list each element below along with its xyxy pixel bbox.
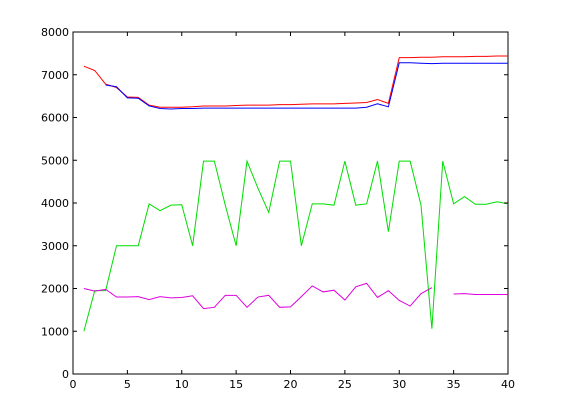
y-tick-label: 7000 xyxy=(41,69,69,82)
ticks-group xyxy=(72,31,509,375)
y-tick-label: 1000 xyxy=(41,325,69,338)
x-tick-label: 25 xyxy=(338,378,352,391)
y-tick-label: 8000 xyxy=(41,26,69,39)
y-tick-label: 2000 xyxy=(41,283,69,296)
x-tick-label: 40 xyxy=(501,378,515,391)
series-line-2 xyxy=(105,62,508,110)
x-tick-label: 35 xyxy=(447,378,461,391)
series-line-3 xyxy=(83,159,509,332)
plot-frame xyxy=(72,31,509,375)
y-tick-label: 5000 xyxy=(41,154,69,167)
x-tick-label: 5 xyxy=(124,378,131,391)
x-tick-label: 30 xyxy=(392,378,406,391)
x-tick-label: 0 xyxy=(70,378,77,391)
series-line-4 xyxy=(83,282,508,310)
y-tick-label: 6000 xyxy=(41,112,69,125)
series-group xyxy=(83,55,509,332)
plot-area-border xyxy=(72,31,509,375)
y-tick-label: 3000 xyxy=(41,240,69,253)
x-tick-label: 20 xyxy=(284,378,298,391)
y-tick-label: 0 xyxy=(62,368,69,381)
x-tick-label: 15 xyxy=(229,378,243,391)
tick-labels: 0 5 10 15 20 25 30 35 40 0 1000 2000 3000 4000 5000 600… xyxy=(41,26,515,391)
y-tick-label: 4000 xyxy=(41,197,69,210)
series-line-1 xyxy=(83,55,508,108)
x-tick-label: 10 xyxy=(175,378,189,391)
